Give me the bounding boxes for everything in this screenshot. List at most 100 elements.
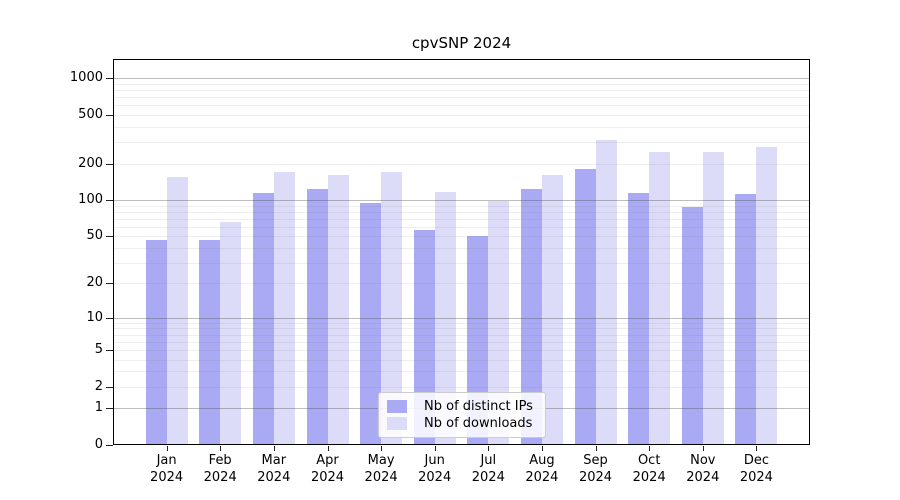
bar-distinct-ips-dec [735, 194, 757, 445]
bar-distinct-ips-aug [520, 189, 542, 445]
x-axis-tick [166, 446, 168, 451]
gridline [113, 90, 810, 92]
x-axis-tick [220, 446, 222, 451]
gridline [113, 105, 810, 107]
chart-title: cpvSNP 2024 [411, 34, 512, 52]
y-axis-tick [106, 317, 113, 319]
bar-downloads-nov [702, 151, 724, 445]
bar-distinct-ips-jan [145, 239, 167, 445]
y-axis-tick [106, 283, 113, 285]
y-axis-tick-label: 2 [94, 378, 103, 394]
bar-distinct-ips-nov [681, 207, 703, 445]
bar-downloads-may [381, 172, 403, 445]
bar-downloads-apr [327, 175, 349, 445]
y-axis-tick-label: 500 [78, 107, 103, 123]
x-axis-tick-label: Jul 2024 [471, 453, 505, 485]
bar-distinct-ips-may [360, 202, 382, 445]
bar-distinct-ips-apr [306, 188, 328, 445]
y-axis-tick-label: 5 [94, 341, 103, 357]
x-axis-tick-label: Oct 2024 [632, 453, 666, 485]
legend-entry-downloads: Nb of downloads [379, 416, 545, 431]
gridline [113, 236, 810, 238]
x-axis-tick-label: Nov 2024 [686, 453, 720, 485]
y-axis-tick [106, 349, 113, 351]
gridline [113, 349, 810, 351]
gridline [113, 205, 810, 207]
y-axis-tick [106, 78, 113, 80]
x-axis-tick-label: Apr 2024 [310, 453, 345, 485]
bar-distinct-ips-oct [628, 193, 650, 445]
x-axis-tick-label: Mar 2024 [257, 453, 291, 485]
y-axis-tick [106, 408, 113, 410]
bar-distinct-ips-jun [413, 230, 435, 445]
gridline [113, 83, 810, 85]
x-axis-tick [488, 446, 490, 451]
x-axis-tick-label: Feb 2024 [203, 453, 237, 485]
gridline [113, 97, 810, 99]
y-axis-tick [106, 115, 113, 117]
gridline [113, 371, 810, 373]
x-axis-tick-label: Jan 2024 [150, 453, 184, 485]
x-axis-tick [327, 446, 329, 451]
gridline [113, 317, 810, 319]
bar-downloads-oct [649, 152, 671, 445]
gridline [113, 115, 810, 117]
legend: Nb of distinct IPs Nb of downloads [378, 392, 546, 438]
x-axis-tick [434, 446, 436, 451]
bar-downloads-mar [273, 171, 295, 445]
y-axis-tick-label: 20 [86, 275, 103, 291]
x-axis-tick-label: Jun 2024 [418, 453, 452, 485]
y-axis-tick-label: 10 [86, 309, 103, 325]
x-axis-tick [273, 446, 275, 451]
bar-downloads-aug [541, 174, 563, 445]
gridline [113, 218, 810, 220]
legend-entry-distinct-ips: Nb of distinct IPs [379, 399, 545, 414]
gridline [113, 322, 810, 324]
bar-downloads-jan [166, 176, 188, 445]
y-axis-tick [106, 236, 113, 238]
y-axis-tick-label: 200 [78, 155, 103, 171]
x-axis-tick-label: Dec 2024 [739, 453, 773, 485]
gridline [113, 163, 810, 165]
y-axis-tick-label: 1000 [69, 70, 103, 86]
gridline [113, 283, 810, 285]
gridline [113, 386, 810, 388]
gridline [113, 211, 810, 213]
bar-distinct-ips-feb [199, 239, 221, 445]
gridline [113, 200, 810, 202]
bar-downloads-jun [434, 191, 456, 445]
x-axis-tick [649, 446, 651, 451]
y-axis-tick [106, 200, 113, 202]
legend-label-downloads: Nb of downloads [424, 416, 533, 432]
y-axis-tick [106, 386, 113, 388]
y-axis-tick [106, 163, 113, 165]
gridline [113, 126, 810, 128]
x-axis-tick [381, 446, 383, 451]
x-axis-tick-label: May 2024 [364, 453, 398, 485]
y-axis-tick-label: 1 [94, 400, 103, 416]
bar-downloads-dec [756, 146, 778, 445]
gridline [113, 328, 810, 330]
y-axis-tick-label: 0 [94, 437, 103, 452]
bar-downloads-jul [488, 200, 510, 445]
gridline [113, 226, 810, 228]
x-axis-tick [595, 446, 597, 451]
legend-swatch-distinct-ips [387, 399, 407, 413]
y-axis-tick [106, 445, 113, 446]
x-axis-tick [541, 446, 543, 451]
legend-label-distinct-ips: Nb of distinct IPs [424, 398, 533, 414]
gridline [113, 262, 810, 264]
gridline [113, 78, 810, 80]
x-axis-tick [702, 446, 704, 451]
bar-downloads-feb [220, 221, 242, 445]
x-axis-tick-label: Sep 2024 [578, 453, 613, 485]
gridline [113, 341, 810, 343]
gridline [113, 247, 810, 249]
y-axis-tick-label: 50 [86, 228, 103, 244]
plot-area [113, 59, 810, 445]
y-axis-tick-label: 100 [78, 192, 103, 208]
x-axis-tick-label: Aug 2024 [525, 453, 559, 485]
gridline [113, 142, 810, 144]
bar-distinct-ips-mar [252, 192, 274, 445]
